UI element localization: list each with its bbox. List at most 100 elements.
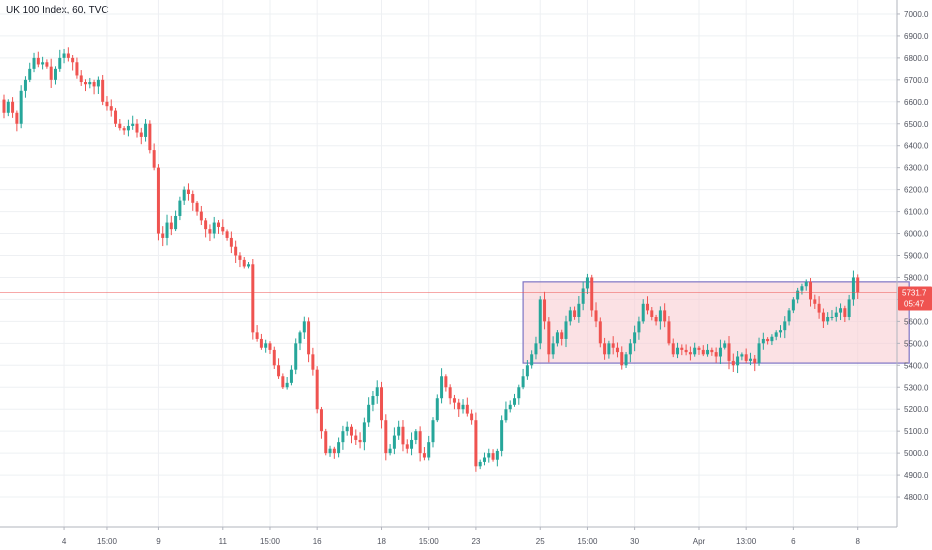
candle-body [590,277,594,311]
x-tick-label: 6 [791,537,796,546]
candle-body [839,308,843,313]
candle-body [538,299,542,344]
y-tick-label: 5900.0 [904,252,929,261]
candle-body [534,343,538,355]
y-tick-label: 7000.0 [904,10,929,19]
candle-body [131,123,135,126]
candle-body [813,299,817,304]
candle-body [581,288,585,304]
candle-body [268,343,272,350]
current-price-tag: 5731.7 05:47 [898,286,932,311]
candle-body [461,404,465,410]
candle-body [847,299,851,317]
x-axis: 4 15:00 9 11 15:00 16 18 15:00 23 25 15:00 30 Apr 13:… [62,527,860,546]
candle-body [139,132,143,137]
candle-body [650,310,654,317]
y-tick-label: 6600.0 [904,98,929,107]
candle-body [349,426,353,436]
candle-body [371,396,375,405]
candle-body [165,222,169,238]
candle-body [75,62,79,76]
candle-body [23,79,27,91]
candle-body [676,347,680,355]
candle-body [191,194,195,203]
y-tick-label: 5100.0 [904,427,929,436]
candle-body [45,62,49,67]
candle-body [358,439,362,443]
candle-body [753,358,757,364]
candle-body [826,316,830,322]
candle-body [186,189,190,195]
candle-body [688,352,692,355]
y-tick-label: 5400.0 [904,361,929,370]
candle-body [221,226,225,232]
candle-body [264,343,268,348]
candle-body [809,281,813,300]
x-tick-label: 23 [471,537,480,546]
candle-body [641,303,645,322]
candle-body [392,435,396,449]
candle-body [624,354,628,366]
candle-body [744,354,748,361]
candle-body [470,413,474,421]
y-tick-label: 5200.0 [904,405,929,414]
candle-body [817,303,821,313]
candle-body [530,354,534,366]
candle-body [766,338,770,342]
candle-body [435,398,439,421]
candle-body [555,332,559,344]
y-tick-label: 5300.0 [904,383,929,392]
candle-body [684,349,688,353]
countdown-label: 05:47 [904,299,925,308]
candle-body [800,286,804,291]
candle-body [680,347,684,350]
candle-body [311,354,315,370]
candle-body [796,290,800,300]
candle-body [504,409,508,421]
candle-body [362,422,366,443]
candle-body [2,99,6,113]
x-tick-label: 15:00 [577,537,598,546]
candle-body [594,310,598,322]
candle-body [234,246,238,256]
candle-body [671,343,675,355]
candle-body [547,321,551,355]
candle-body [422,453,426,458]
candle-body [718,347,722,357]
candle-body [272,349,276,366]
candle-body [118,123,122,129]
candle-body [495,450,499,460]
candle-body [517,387,521,399]
chart-title: UK 100 Index, 60, TVC [6,5,109,16]
candle-body [32,57,36,69]
candle-body [58,57,62,69]
y-tick-label: 5600.0 [904,317,929,326]
candle-body [225,231,229,238]
y-axis: 7000.0 6900.0 6800.0 6700.0 6600.0 6500.0 6400… [897,10,929,502]
candle-body [49,66,53,80]
candle-body [101,79,105,102]
candle-body [384,420,388,454]
candle-body [551,343,555,355]
candle-body [62,53,66,58]
candle-body [135,123,139,133]
y-tick-label: 5500.0 [904,339,929,348]
candle-body [414,431,418,440]
x-tick-label: 8 [855,537,860,546]
candle-body [774,332,778,337]
candle-body [448,387,452,399]
candle-body [770,336,774,342]
candle-body [804,281,808,287]
candle-body [182,189,186,201]
candle-body [633,332,637,344]
candle-body [577,303,581,317]
candle-body [169,222,173,230]
candle-body [152,150,156,168]
candle-body [156,167,160,234]
candle-body [440,376,444,399]
candle-body [620,352,624,366]
candle-body [105,101,109,107]
candle-body [783,321,787,331]
candle-body [109,106,113,111]
